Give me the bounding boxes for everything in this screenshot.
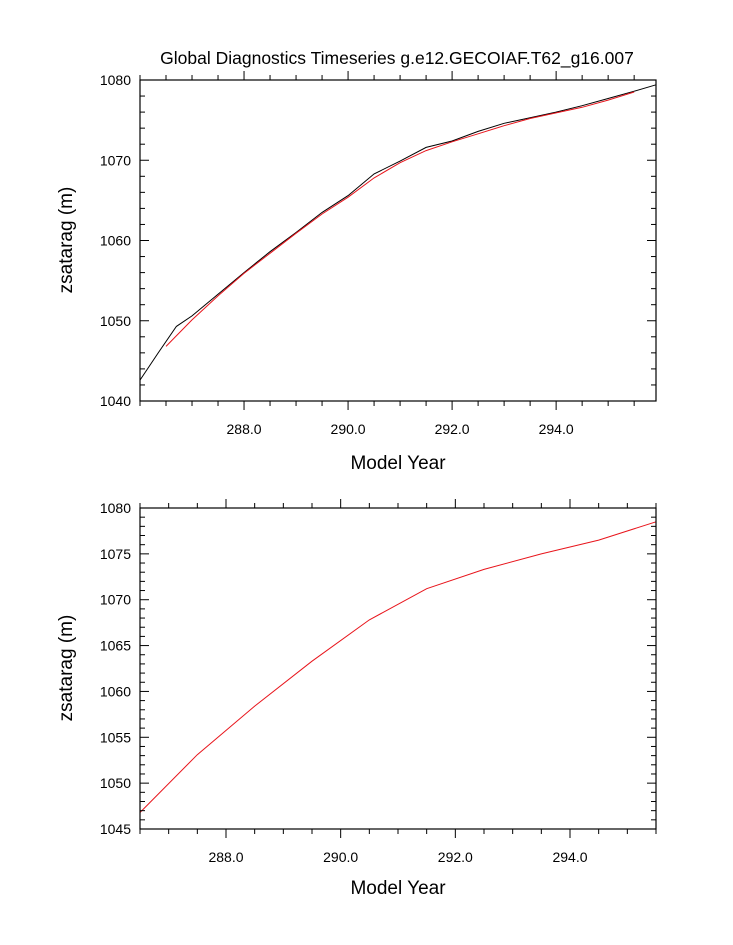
- top-x-axis-label: Model Year: [350, 453, 446, 474]
- y-tick-label: 1050: [100, 775, 131, 791]
- x-tick-label: 290.0: [331, 421, 366, 437]
- bottom-plot-frame: [139, 507, 657, 830]
- y-tick-label: 1060: [100, 233, 131, 249]
- y-tick-label: 1070: [100, 592, 131, 608]
- y-tick-label: 1045: [100, 821, 131, 837]
- red-series-line: [165, 91, 635, 347]
- y-tick-label: 1065: [100, 638, 131, 654]
- top-panel: 1040 1050 1060 1070 1080 288.0 290.0 292.0 294.0…: [56, 71, 657, 474]
- bottom-y-axis-label: zsatarag (m): [56, 615, 77, 722]
- x-tick-label: 288.0: [227, 421, 262, 437]
- bottom-x-axis-label: Model Year: [350, 878, 446, 899]
- y-tick-label: 1050: [100, 313, 131, 329]
- bottom-panel: 1045 1050 1055 1060 1065 1070 1075 1080 288.0 290…: [56, 499, 657, 899]
- red-series-line: [139, 521, 657, 813]
- x-tick-label: 288.0: [208, 849, 243, 865]
- y-tick-label: 1055: [100, 729, 131, 745]
- x-tick-label: 292.0: [438, 849, 473, 865]
- black-series-line: [139, 84, 657, 381]
- x-tick-label: 294.0: [539, 421, 574, 437]
- top-plot-frame: [139, 79, 657, 402]
- x-tick-label: 290.0: [323, 849, 358, 865]
- y-tick-label: 1075: [100, 546, 131, 562]
- y-tick-label: 1080: [100, 72, 131, 88]
- x-tick-label: 294.0: [552, 849, 587, 865]
- x-tick-label: 292.0: [435, 421, 470, 437]
- y-tick-label: 1080: [100, 500, 131, 516]
- y-tick-label: 1060: [100, 683, 131, 699]
- y-tick-label: 1040: [100, 393, 131, 409]
- y-tick-label: 1070: [100, 152, 131, 168]
- chart-title: Global Diagnostics Timeseries g.e12.GECO…: [160, 48, 634, 69]
- top-y-axis-label: zsatarag (m): [56, 187, 77, 294]
